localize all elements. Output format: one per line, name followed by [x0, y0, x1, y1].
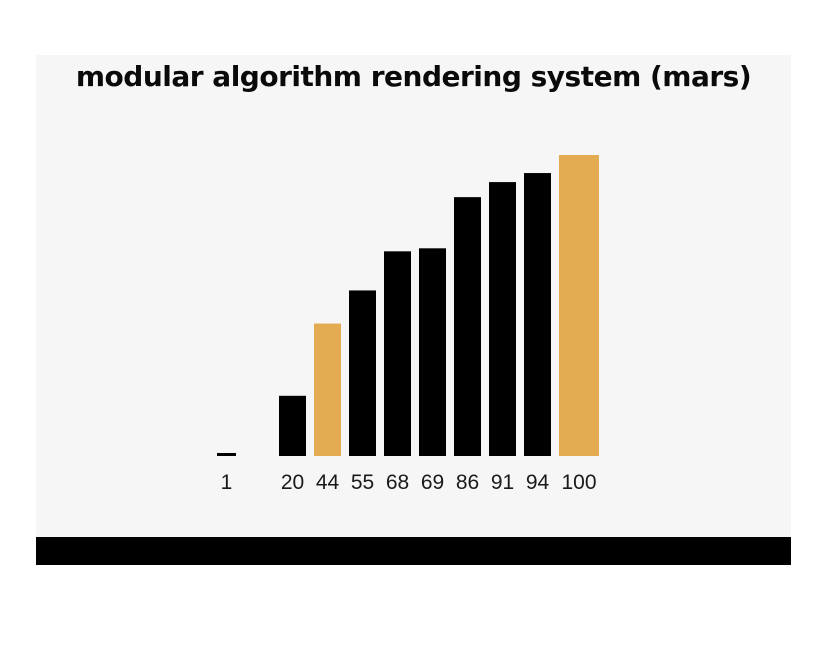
bar-86 [454, 197, 481, 456]
chart-title: modular algorithm rendering system (mars… [75, 60, 752, 93]
bar-100 [559, 155, 599, 456]
tick-label-100: 100 [561, 471, 596, 494]
tick-label-86: 86 [456, 471, 479, 494]
bar-1 [217, 452, 236, 456]
chart-panel [36, 55, 791, 537]
bar-69 [419, 248, 446, 456]
bar-55 [349, 290, 376, 456]
tick-label-44: 44 [316, 471, 340, 494]
bottom-bar [36, 537, 791, 565]
tick-label-69: 69 [421, 471, 444, 494]
bar-68 [384, 251, 411, 456]
tick-label-91: 91 [491, 471, 514, 494]
tick-label-1: 1 [221, 471, 233, 494]
tick-label-94: 94 [526, 471, 550, 494]
tick-label-68: 68 [386, 471, 409, 494]
bar-44 [314, 323, 341, 456]
tick-labels-group: 1 20 44 55 68 69 86 91 94 100 [221, 471, 597, 494]
bar-20 [279, 395, 306, 456]
bar-94 [524, 173, 551, 456]
tick-label-20: 20 [281, 471, 304, 494]
bar-91 [489, 182, 516, 456]
tick-label-55: 55 [351, 471, 374, 494]
bars-group [217, 155, 599, 456]
